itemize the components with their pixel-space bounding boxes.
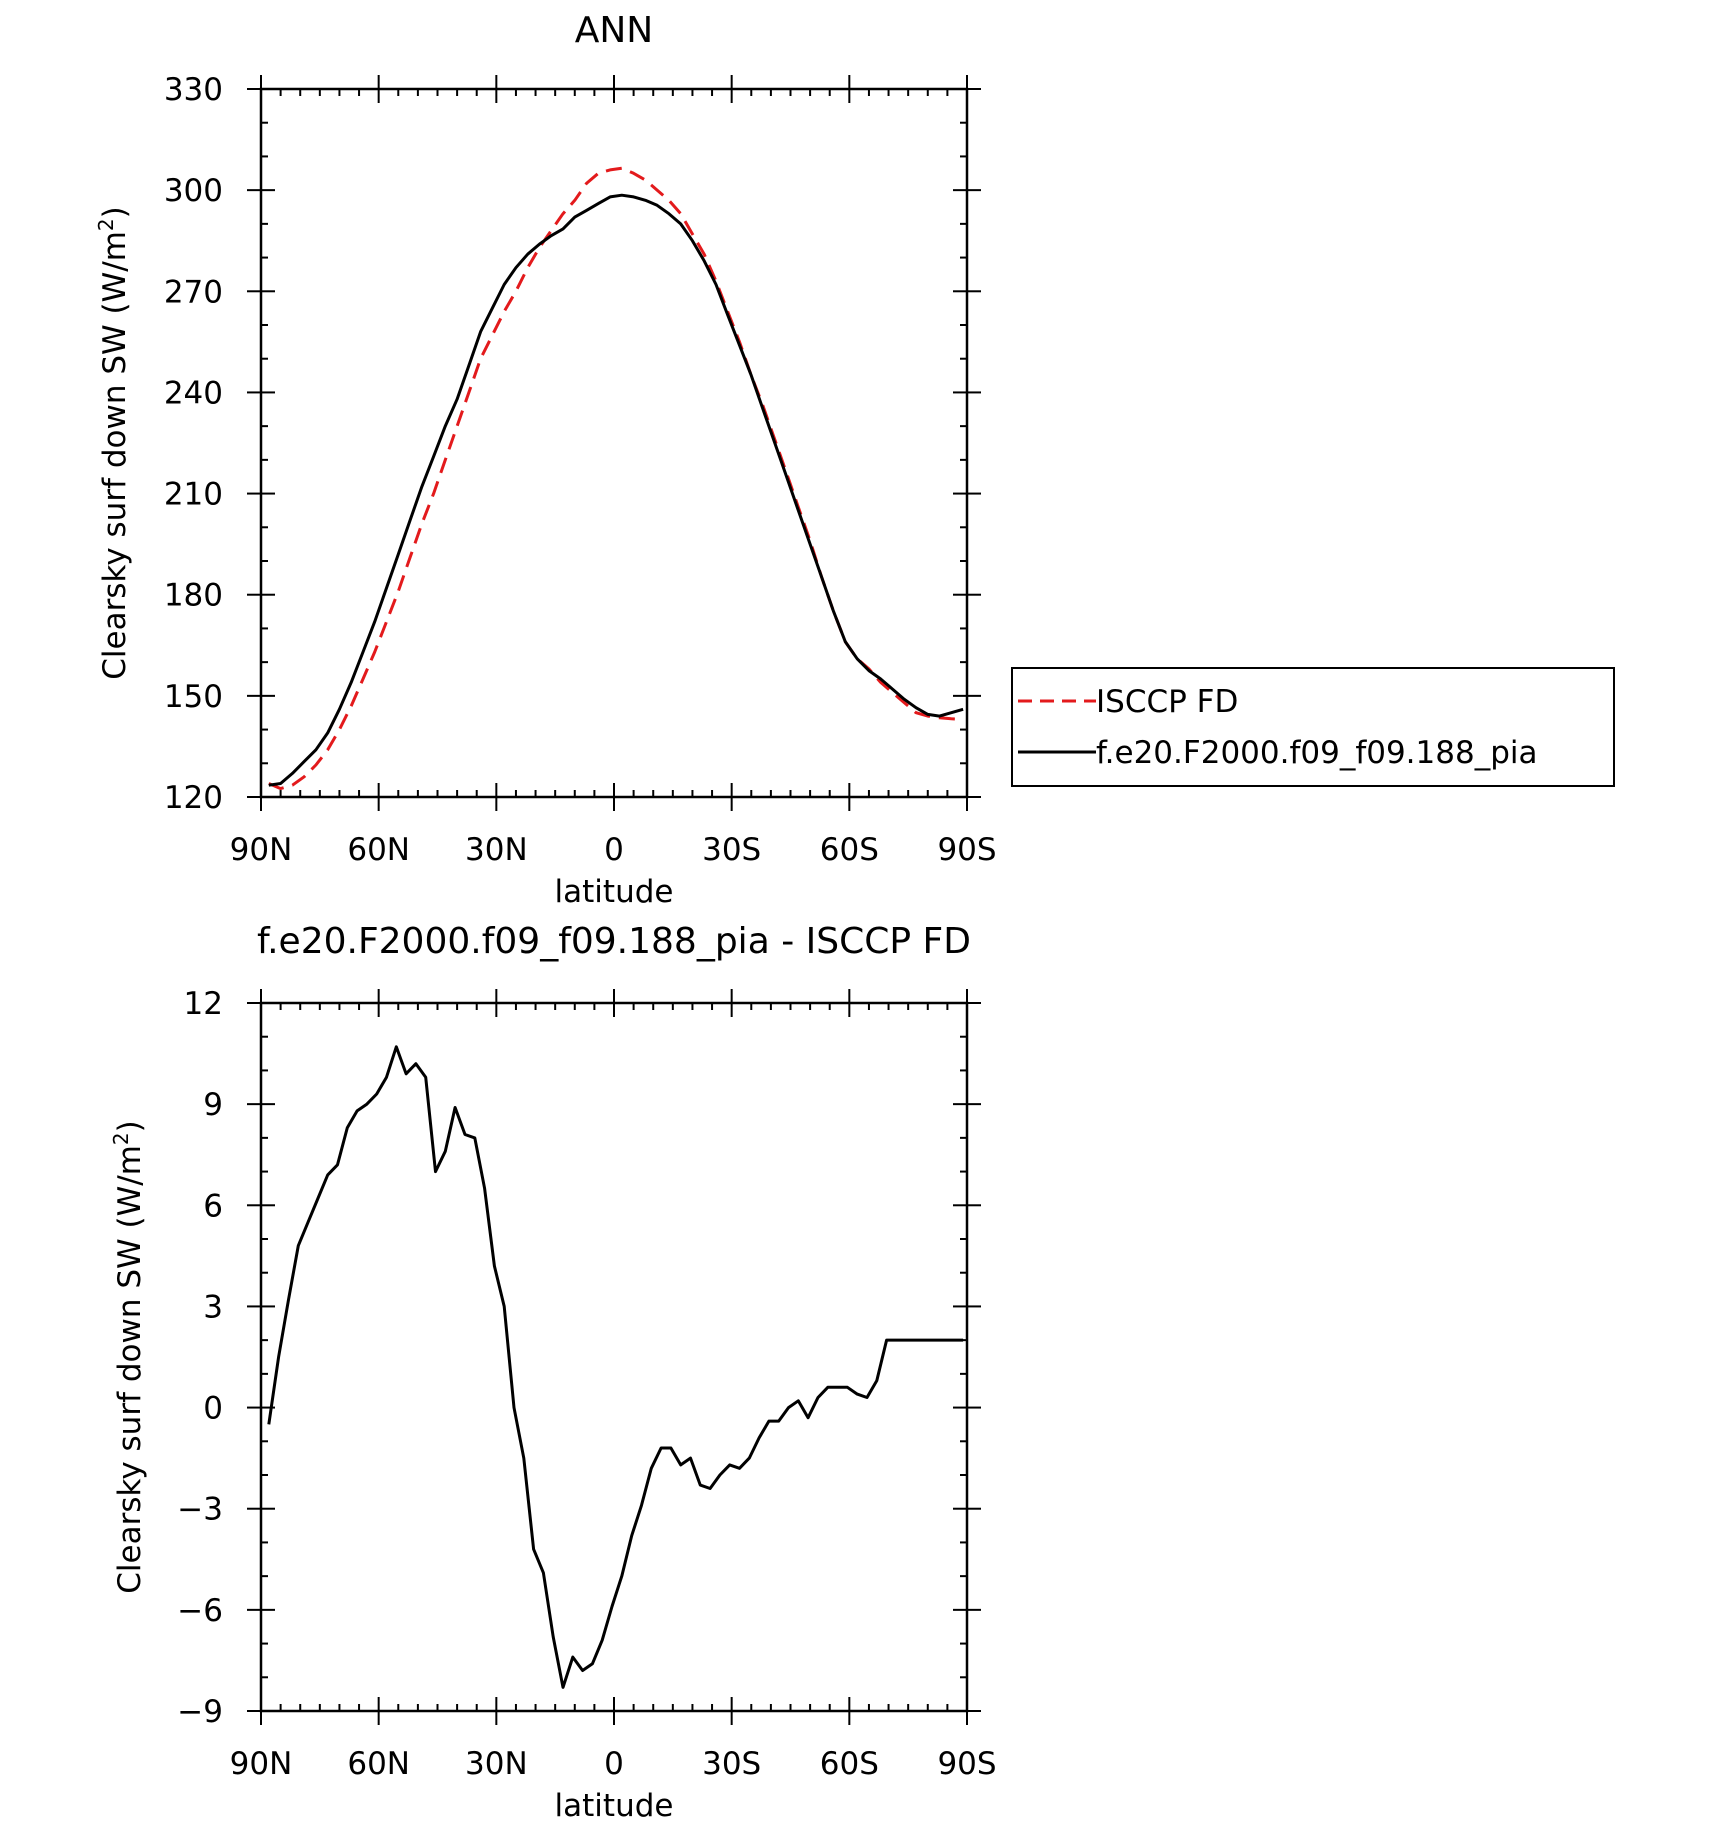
y-axis-label-end: )	[97, 206, 133, 218]
y-tick-label: 3	[203, 1289, 223, 1325]
legend: ISCCP FD f.e20.F2000.f09_f09.188_pia	[1011, 667, 1615, 787]
x-tick-label: 30N	[465, 1746, 528, 1782]
x-tick-label: 0	[604, 832, 624, 868]
y-axis-label-main: Clearsky surf down SW (W/m	[112, 1145, 148, 1594]
y-axis-label: Clearsky surf down SW (W/m2)	[94, 206, 133, 680]
x-tick-label: 0	[604, 1746, 624, 1782]
y-axis-label-end: )	[112, 1120, 148, 1132]
x-tick-label: 30S	[702, 1746, 761, 1782]
y-axis-label-main: Clearsky surf down SW (W/m	[97, 231, 133, 680]
y-tick-label: 330	[164, 72, 223, 108]
y-tick-label: 180	[164, 578, 223, 614]
y-tick-label: 150	[164, 679, 223, 715]
x-tick-label: 90N	[230, 1746, 293, 1782]
x-axis-label: latitude	[555, 1788, 674, 1822]
x-tick-label: 90S	[937, 832, 996, 868]
y-tick-label: 210	[164, 477, 223, 513]
legend-label-1: f.e20.F2000.f09_f09.188_pia	[1096, 735, 1538, 771]
y-tick-label: −6	[177, 1593, 223, 1629]
x-tick-label: 90N	[230, 832, 293, 868]
y-tick-label: −3	[177, 1492, 223, 1528]
x-tick-label: 60S	[820, 1746, 879, 1782]
y-tick-label: 300	[164, 173, 223, 209]
y-tick-label: −9	[177, 1694, 223, 1730]
series-line-0	[267, 1045, 964, 1689]
x-tick-label: 30S	[702, 832, 761, 868]
y-axis-label-superscript: 2	[94, 218, 118, 231]
x-tick-label: 60N	[347, 832, 410, 868]
y-tick-label: 9	[203, 1087, 223, 1123]
x-axis-label: latitude	[555, 874, 674, 910]
x-tick-label: 30N	[465, 832, 528, 868]
y-tick-label: 240	[164, 375, 223, 411]
chart-difference: f.e20.F2000.f09_f09.188_pia - ISCCP FD90…	[109, 921, 997, 1822]
legend-box	[1011, 667, 1615, 787]
x-tick-label: 60N	[347, 1746, 410, 1782]
y-tick-label: 6	[203, 1188, 223, 1224]
x-tick-label: 60S	[820, 832, 879, 868]
chart-annual-mean: ANN 90N 60N 30N 0 30S 60S 90S 120 150 180 210 240 270…	[94, 10, 1615, 910]
x-tick-label: 90S	[937, 1746, 996, 1782]
y-tick-label: 270	[164, 274, 223, 310]
y-tick-label: 120	[164, 780, 223, 816]
legend-label-0: ISCCP FD	[1096, 684, 1238, 720]
chart-title: ANN	[575, 10, 654, 51]
chart-title: f.e20.F2000.f09_f09.188_pia - ISCCP FD	[257, 921, 971, 962]
y-axis-label: Clearsky surf down SW (W/m2)	[109, 1120, 148, 1594]
series-line-1	[268, 193, 964, 787]
y-tick-label: 12	[184, 986, 223, 1022]
y-tick-label: 0	[203, 1391, 223, 1427]
y-axis-label-superscript: 2	[109, 1132, 133, 1145]
